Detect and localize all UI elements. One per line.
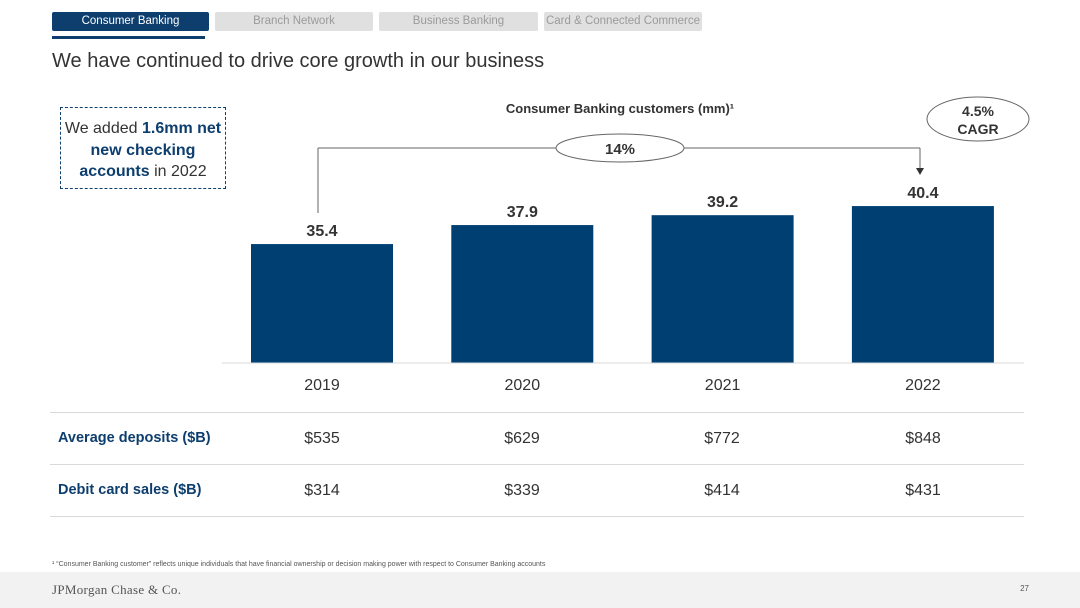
callout-highlight: 1.6mm net new checking accounts (79, 120, 222, 180)
tab-branch-network[interactable]: Branch Network (215, 12, 373, 31)
table-row: Average deposits ($B) $535 $629 $772 $84… (50, 412, 1024, 464)
metrics-table: Average deposits ($B) $535 $629 $772 $84… (50, 412, 1024, 517)
bar-2022 (851, 206, 994, 363)
x-tick-label: 2020 (505, 377, 541, 394)
metric-cell: $314 (304, 482, 340, 499)
bar-2021 (651, 215, 794, 363)
metric-cell: $848 (905, 430, 941, 447)
bar-value-label: 39.2 (707, 194, 738, 211)
tab-consumer-banking[interactable]: Consumer Banking (52, 12, 209, 31)
jpmorgan-logo: JPMorgan Chase & Co. (52, 582, 182, 597)
growth-annotation: 14% (605, 141, 635, 158)
growth-ellipse (555, 133, 685, 163)
callout-suffix: in 2022 (149, 163, 207, 180)
metric-cell: $772 (704, 430, 740, 447)
x-tick-label: 2019 (304, 377, 340, 394)
metric-cell: $535 (304, 430, 340, 447)
metric-label-average-deposits: Average deposits ($B) (58, 430, 211, 446)
bar-value-label: 35.4 (306, 223, 337, 240)
growth-arrow-icon (916, 168, 924, 175)
page-title: We have continued to drive core growth i… (52, 50, 545, 72)
bar-series: 35.4 2019 37.9 2020 39.2 2021 40.4 2022 (251, 185, 994, 394)
x-tick-label: 2022 (905, 377, 941, 394)
section-tabs: Consumer Banking Branch Network Business… (52, 12, 708, 31)
footnote: ¹ “Consumer Banking customer” reflects u… (52, 561, 546, 568)
bar-2019 (251, 244, 393, 363)
metric-cell: $431 (905, 482, 941, 499)
tab-card-connected-commerce[interactable]: Card & Connected Commerce (544, 12, 702, 31)
callout-prefix: We added (64, 120, 142, 137)
x-tick-label: 2021 (705, 377, 741, 394)
customers-bar-chart: Consumer Banking customers (mm)¹ 14% 4.5… (222, 96, 1030, 394)
callout-box: We added 1.6mm net new checking accounts… (60, 107, 226, 189)
cagr-value: 4.5% (962, 103, 994, 119)
cagr-ellipse (926, 96, 1030, 142)
table-row: Debit card sales ($B) $314 $339 $414 $43… (50, 464, 1024, 517)
bar-value-label: 37.9 (507, 204, 538, 221)
bar-value-label: 40.4 (907, 185, 938, 202)
metric-cell: $414 (704, 482, 740, 499)
active-tab-underline (52, 36, 205, 39)
tab-business-banking[interactable]: Business Banking (379, 12, 538, 31)
page-number: 27 (1020, 584, 1029, 593)
metric-label-debit-card-sales: Debit card sales ($B) (58, 482, 202, 498)
bar-2020 (451, 225, 594, 363)
metric-cell: $339 (504, 482, 540, 499)
cagr-label: CAGR (957, 121, 998, 137)
chart-title: Consumer Banking customers (mm)¹ (506, 101, 734, 116)
metric-cell: $629 (504, 430, 540, 447)
footer-bar: JPMorgan Chase & Co. 27 (0, 572, 1080, 608)
